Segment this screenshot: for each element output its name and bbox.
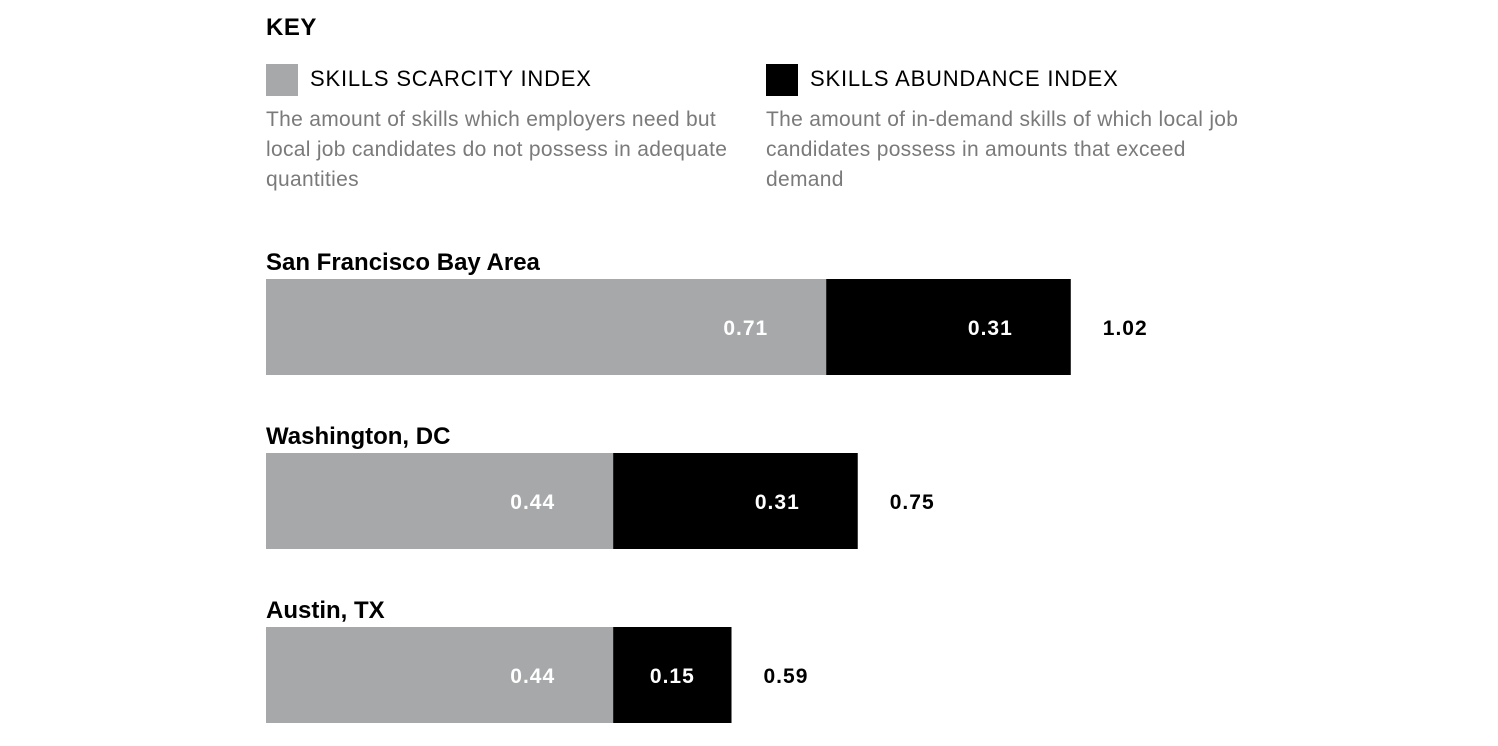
- scarcity-bar: [266, 627, 614, 723]
- abundance-value-label: 0.15: [650, 665, 695, 688]
- scarcity-swatch: [266, 64, 298, 96]
- scarcity-value-label: 0.71: [723, 317, 768, 340]
- category-label: Washington, DC: [266, 423, 450, 450]
- scarcity-value-label: 0.44: [510, 491, 555, 514]
- scarcity-bar: [266, 453, 614, 549]
- abundance-value-label: 0.31: [755, 491, 800, 514]
- abundance-bar: [613, 453, 858, 549]
- scarcity-bar: [266, 279, 827, 375]
- total-value-label: 1.02: [1103, 317, 1148, 340]
- total-value-label: 0.59: [764, 665, 809, 688]
- scarcity-value-label: 0.44: [510, 665, 555, 688]
- abundance-description: The amount of in-demand skills of which …: [766, 108, 1239, 191]
- category-label: San Francisco Bay Area: [266, 249, 541, 276]
- scarcity-label: SKILLS SCARCITY INDEX: [310, 66, 592, 91]
- abundance-value-label: 0.31: [968, 317, 1013, 340]
- abundance-bar: [613, 627, 732, 723]
- category-label: Austin, TX: [266, 597, 385, 624]
- key-title: KEY: [266, 14, 317, 41]
- abundance-swatch: [766, 64, 798, 96]
- abundance-bar: [826, 279, 1071, 375]
- total-value-label: 0.75: [890, 491, 935, 514]
- abundance-label: SKILLS ABUNDANCE INDEX: [810, 66, 1119, 91]
- scarcity-description: The amount of skills which employers nee…: [266, 108, 728, 191]
